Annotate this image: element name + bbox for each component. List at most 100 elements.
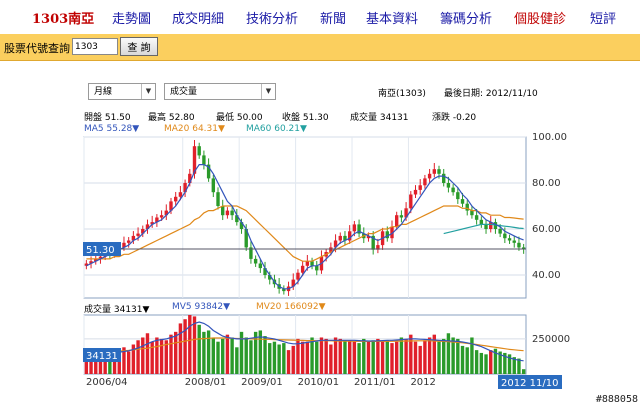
volume-bar <box>122 347 126 374</box>
volume-bar <box>329 344 333 374</box>
last-date-label: 2012 11/10 <box>501 378 558 389</box>
candle-body <box>352 224 357 232</box>
volume-bar <box>272 341 277 374</box>
candle-body <box>150 222 154 225</box>
search-button[interactable]: 查 詢 <box>120 37 158 56</box>
volume-bar <box>442 338 446 374</box>
candle-body <box>329 247 333 252</box>
stock-title[interactable]: 1303南亞 <box>32 12 95 27</box>
candle-body <box>493 222 498 229</box>
volume-bar <box>126 351 131 374</box>
candle-body <box>470 210 474 216</box>
price-panel-frame <box>83 136 527 299</box>
candle-body <box>489 222 493 229</box>
nav-chip-analysis[interactable]: 籌碼分析 <box>440 12 493 27</box>
last-date-badge <box>498 375 562 389</box>
watermark: #888058 <box>595 394 638 405</box>
candle-body <box>418 185 422 190</box>
quote-low: 最低 50.00 <box>216 113 263 123</box>
candle-body <box>173 196 178 202</box>
volume-bar <box>385 340 389 374</box>
volume-bar <box>319 337 324 374</box>
volume-bar <box>437 341 441 374</box>
candle-body <box>442 173 446 183</box>
candle-body <box>211 178 216 193</box>
volume-bar <box>173 331 178 374</box>
candle-body <box>131 235 136 241</box>
nav-trend[interactable]: 走勢圖 <box>112 12 152 27</box>
candle-body <box>507 238 512 241</box>
candle-body <box>474 215 479 220</box>
mv20-line <box>86 337 524 354</box>
x-tick-label: 2006/04 <box>86 377 128 388</box>
nav-trade-details[interactable]: 成交明細 <box>172 12 225 27</box>
indicator-select[interactable]: 成交量 ▼ <box>164 83 276 100</box>
volume-bar <box>460 345 465 374</box>
volume-bar <box>249 340 253 374</box>
candle-body <box>423 178 427 186</box>
chart-title: 南亞(1303) <box>378 89 426 99</box>
volume-bar <box>338 338 342 374</box>
candle-body <box>263 268 267 275</box>
volume-bar <box>277 344 281 374</box>
volume-bar <box>169 334 173 374</box>
period-select-value: 月線 <box>94 87 113 97</box>
volume-bar <box>352 341 357 374</box>
volume-bar <box>521 369 526 374</box>
candle-body <box>98 256 103 259</box>
volume-bar <box>503 352 507 374</box>
stock-code-input[interactable] <box>72 38 118 55</box>
candle-body <box>347 231 352 241</box>
candle-body <box>399 215 404 218</box>
volume-bar <box>155 337 159 374</box>
candle-body <box>136 233 140 236</box>
volume-bar <box>164 340 168 374</box>
volume-bar <box>380 341 385 374</box>
candle-body <box>460 199 465 204</box>
volume-bar <box>89 358 93 374</box>
candle-body <box>178 192 183 197</box>
volume-bar <box>225 334 230 374</box>
volume-bar <box>366 341 371 374</box>
volume-bar <box>493 348 498 374</box>
candle-body <box>357 224 361 234</box>
candle-body <box>310 261 314 266</box>
candle-body <box>517 242 521 248</box>
volume-bar <box>244 337 248 374</box>
candle-body <box>394 215 399 227</box>
volume-bar <box>300 341 305 374</box>
volume-tick-label: 250000 <box>532 334 570 345</box>
volume-bar <box>390 343 394 374</box>
volume-bar <box>192 316 197 374</box>
volume-bar <box>399 337 404 374</box>
volume-bar <box>456 338 460 374</box>
volume-bar <box>479 352 484 374</box>
candle-body <box>122 242 126 248</box>
nav-basic-info[interactable]: 基本資料 <box>366 12 419 27</box>
quote-change: 漲跌 -0.20 <box>432 113 477 123</box>
candle-body <box>409 194 413 209</box>
volume-bar <box>202 331 206 374</box>
volume-bar <box>507 354 512 374</box>
last-volume-label: 34131 <box>86 351 118 362</box>
candle-body <box>479 219 484 225</box>
volume-bar <box>310 337 314 374</box>
volume-bar <box>347 340 352 374</box>
volume-bar <box>404 338 408 374</box>
x-tick-label: 2009/01 <box>241 377 283 388</box>
candle-body <box>343 235 347 241</box>
candle-body <box>89 261 93 264</box>
candle-body <box>338 235 342 241</box>
nav-stock-health[interactable]: 個股健診 <box>514 12 567 27</box>
nav-news[interactable]: 新聞 <box>320 12 347 27</box>
period-select[interactable]: 月線 ▼ <box>88 83 156 100</box>
last-price-label: 51.30 <box>86 245 115 256</box>
volume-bar <box>517 358 521 374</box>
candle-body <box>202 155 206 165</box>
volume-bar <box>409 334 413 374</box>
x-tick-label: 2011/01 <box>354 377 396 388</box>
nav-short-review[interactable]: 短評 <box>590 12 617 27</box>
quote-high: 最高 52.80 <box>148 113 195 123</box>
nav-technical-analysis[interactable]: 技術分析 <box>246 12 299 27</box>
